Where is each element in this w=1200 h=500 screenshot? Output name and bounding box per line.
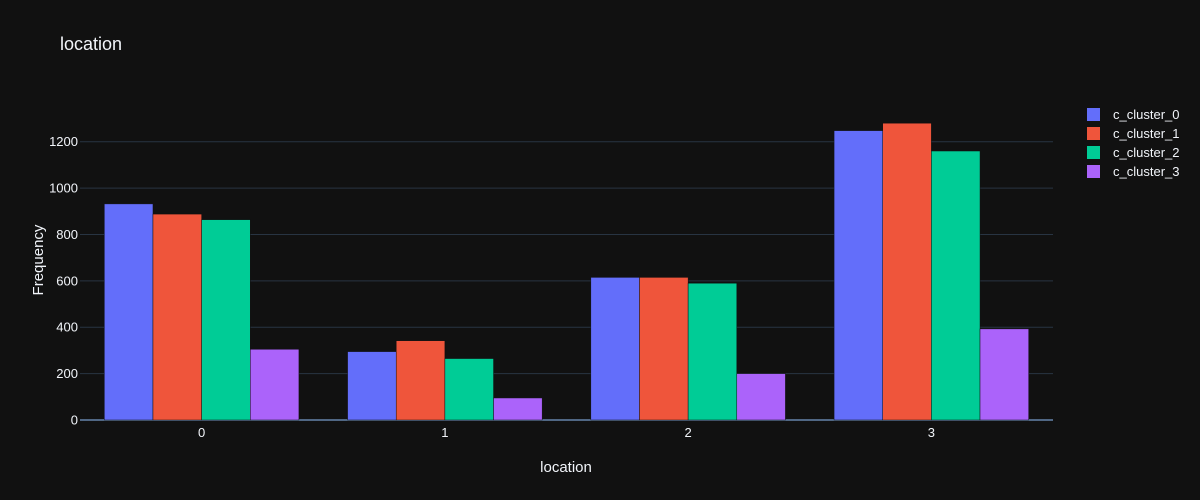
- bar-c_cluster_1-1: [395, 340, 446, 421]
- bar-c_cluster_3-0: [250, 349, 300, 421]
- chart-title: location: [60, 34, 122, 54]
- x-tick-label: 0: [198, 425, 205, 440]
- x-tick-label: 3: [928, 425, 935, 440]
- bar-c_cluster_0-3: [833, 130, 883, 421]
- legend-swatch: [1087, 108, 1100, 121]
- y-axis-ticks: 0 200 400 600 800 1000 1200: [49, 134, 78, 427]
- legend-label: c_cluster_0: [1113, 107, 1179, 122]
- bar-c_cluster_1-3: [882, 122, 932, 421]
- bar-c_cluster_1-0: [152, 213, 202, 421]
- legend-swatch: [1087, 146, 1100, 159]
- legend-label: c_cluster_2: [1113, 145, 1179, 160]
- bar-c_cluster_2-0: [201, 219, 251, 421]
- legend-label: c_cluster_3: [1113, 164, 1179, 179]
- bar-c_cluster_0-0: [104, 203, 154, 421]
- x-tick-label: 1: [441, 425, 448, 440]
- bar-c_cluster_2-3: [931, 150, 981, 421]
- legend-swatch: [1087, 127, 1100, 140]
- x-axis-ticks: 0 1 2 3: [198, 425, 935, 440]
- y-axis-title: Frequency: [30, 224, 47, 295]
- bar-c_cluster_3-1: [493, 397, 543, 421]
- bar-c_cluster_0-2: [590, 277, 640, 421]
- y-tick-label: 800: [56, 227, 78, 242]
- bar-c_cluster_2-1: [444, 358, 494, 421]
- y-tick-label: 400: [56, 320, 78, 335]
- bar-c_cluster_1-2: [639, 277, 689, 421]
- y-tick-label: 1000: [49, 181, 78, 196]
- bar-c_cluster_0-1: [347, 351, 397, 421]
- legend-swatch: [1087, 165, 1100, 178]
- y-tick-label: 200: [56, 366, 78, 381]
- y-tick-label: 0: [71, 413, 78, 428]
- bar-c_cluster_3-3: [979, 328, 1029, 421]
- y-tick-label: 600: [56, 273, 78, 288]
- x-axis-title: location: [540, 459, 592, 476]
- bar-c_cluster_2-2: [687, 282, 738, 421]
- y-tick-label: 1200: [49, 134, 78, 149]
- legend-label: c_cluster_1: [1113, 126, 1179, 141]
- bar-c_cluster_3-2: [736, 373, 786, 421]
- x-tick-label: 2: [685, 425, 692, 440]
- bars: [104, 122, 1029, 421]
- legend: c_cluster_0 c_cluster_1 c_cluster_2 c_clust…: [1087, 107, 1179, 179]
